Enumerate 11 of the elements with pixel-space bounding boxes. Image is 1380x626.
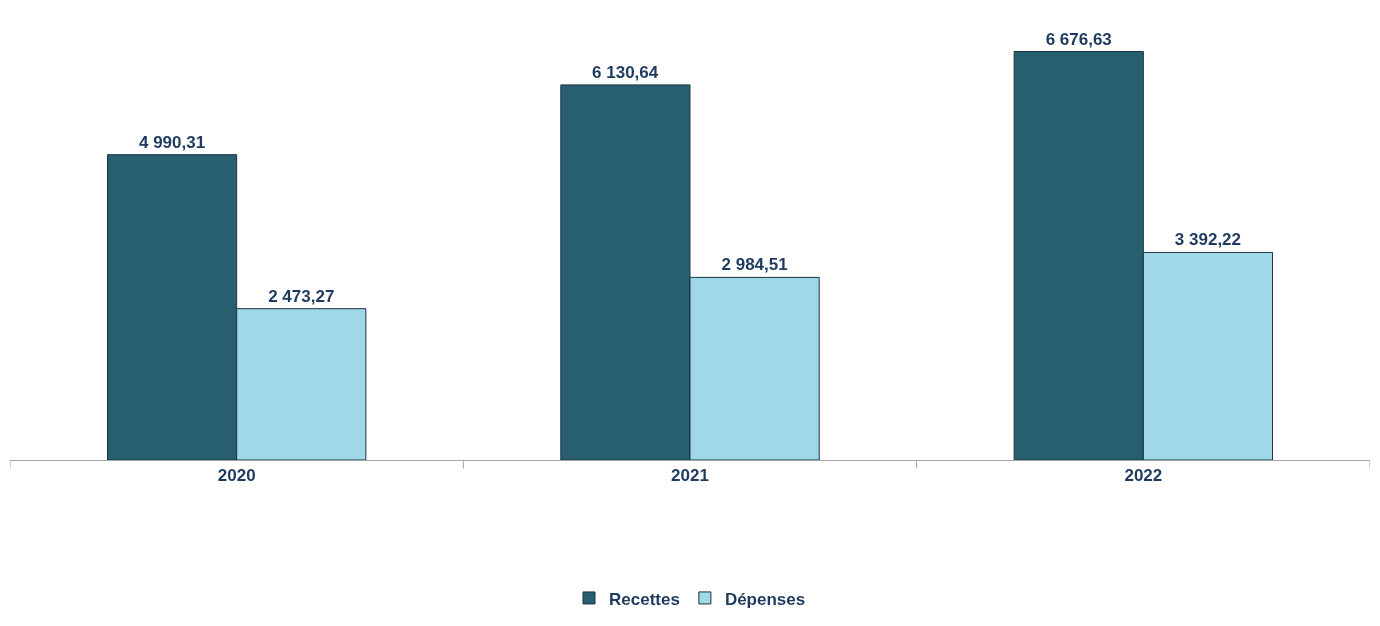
legend-label: Recettes <box>609 589 680 609</box>
data-label: 2 473,27 <box>268 286 335 306</box>
data-label: 3 392,22 <box>1174 230 1242 250</box>
data-label: 2 984,51 <box>721 255 788 275</box>
x-tick-label: 2021 <box>671 466 709 486</box>
data-label: 6 130,64 <box>592 62 659 82</box>
x-tick-label: 2022 <box>1124 466 1163 486</box>
data-label: 4 990,31 <box>138 132 206 152</box>
data-label: 6 676,63 <box>1045 29 1112 49</box>
legend-label: Dépenses <box>724 589 806 609</box>
x-tick-label: 2020 <box>217 466 256 486</box>
